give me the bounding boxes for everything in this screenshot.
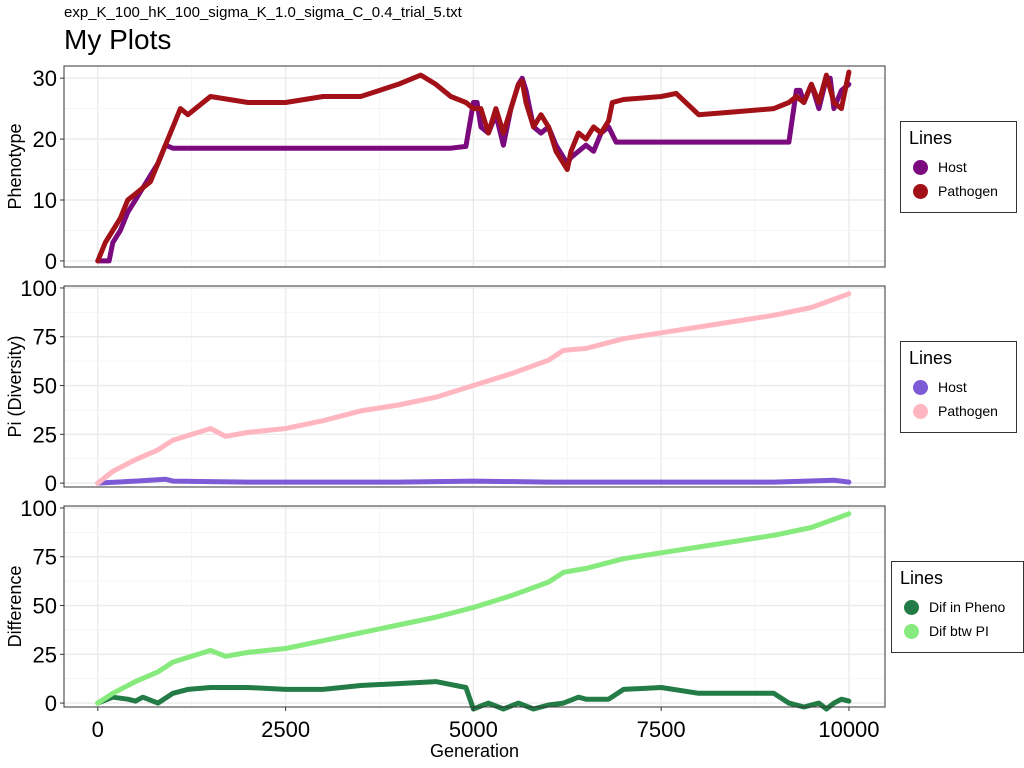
legend-title: Lines — [900, 568, 944, 588]
y-tick-label: 25 — [33, 422, 57, 447]
plot-subtitle: exp_K_100_hK_100_sigma_K_1.0_sigma_C_0.4… — [64, 4, 462, 21]
y-tick-label: 10 — [33, 188, 57, 213]
y-axis-label: Pi (Diversity) — [5, 336, 25, 438]
x-axis-label: Generation — [430, 741, 519, 761]
panel-border — [63, 505, 886, 708]
y-axis-label: Phenotype — [5, 123, 25, 209]
legend-item-pathogen: Pathogen — [909, 179, 1008, 203]
y-axis-label: Difference — [5, 566, 25, 648]
x-tick-label: 7500 — [637, 717, 686, 742]
legend-label-pathogen: Pathogen — [938, 183, 998, 199]
legend-title: Lines — [909, 348, 953, 368]
x-tick-label: 2500 — [261, 717, 310, 742]
y-tick-label: 0 — [45, 471, 57, 496]
y-tick-label: 100 — [20, 496, 57, 521]
y-tick-label: 30 — [33, 66, 57, 91]
plot-title: My Plots — [64, 24, 172, 55]
legend-item-dif-in-pheno: Dif in Pheno — [900, 595, 1015, 619]
series-line — [95, 679, 852, 712]
legend-swatch-pathogen — [913, 403, 928, 419]
legend-label-host: Host — [938, 379, 967, 395]
legend-difference: Lines Dif in Pheno Dif btw PI — [891, 561, 1024, 653]
panel-border — [63, 65, 886, 268]
legend-swatch-dif-in-pheno — [904, 599, 919, 615]
y-tick-label: 0 — [45, 249, 57, 274]
series-line — [95, 476, 852, 486]
legend-swatch-host — [913, 159, 928, 175]
legend-label-pathogen: Pathogen — [938, 403, 998, 419]
series-line — [95, 69, 852, 264]
y-tick-label: 50 — [33, 374, 57, 399]
legend-item-host: Host — [909, 155, 1008, 179]
legend-swatch-pathogen — [913, 183, 928, 199]
x-tick-label: 0 — [92, 717, 104, 742]
legend-item-host: Host — [909, 375, 1008, 399]
x-tick-label: 10000 — [818, 717, 879, 742]
y-tick-label: 50 — [33, 594, 57, 619]
panel-border — [63, 285, 886, 488]
y-tick-label: 75 — [33, 545, 57, 570]
legend-label-dif-btw-pi: Dif btw PI — [929, 623, 989, 639]
legend-diversity: Lines Host Pathogen — [900, 341, 1017, 433]
y-tick-label: 0 — [45, 691, 57, 716]
legend-item-pathogen: Pathogen — [909, 399, 1008, 423]
series-line — [95, 511, 852, 706]
legend-label-host: Host — [938, 159, 967, 175]
legend-swatch-dif-btw-pi — [904, 623, 919, 639]
x-tick-label: 5000 — [449, 717, 498, 742]
legend-label-dif-in-pheno: Dif in Pheno — [929, 599, 1006, 615]
y-tick-label: 75 — [33, 325, 57, 350]
y-tick-label: 20 — [33, 127, 57, 152]
legend-swatch-host — [913, 379, 928, 395]
y-tick-label: 25 — [33, 642, 57, 667]
y-tick-label: 100 — [20, 276, 57, 301]
legend-phenotype: Lines Host Pathogen — [900, 121, 1017, 213]
series-line — [95, 291, 852, 486]
legend-item-dif-btw-pi: Dif btw PI — [900, 619, 1015, 643]
legend-title: Lines — [909, 128, 953, 148]
